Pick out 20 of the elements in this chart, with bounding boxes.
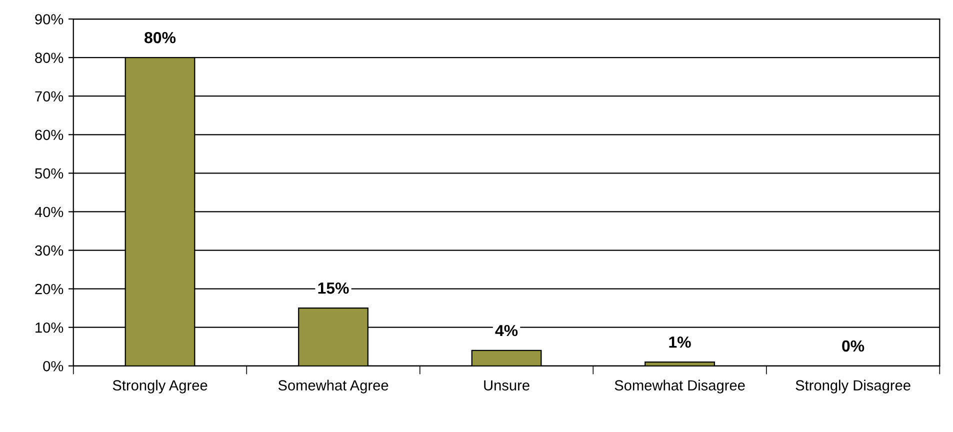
data-label: 1% bbox=[669, 336, 691, 348]
y-tick-label: 0% bbox=[43, 361, 64, 372]
data-label: 15% bbox=[318, 282, 349, 294]
y-tick-label: 20% bbox=[35, 284, 64, 294]
y-tick-label: 40% bbox=[34, 206, 64, 218]
x-tick-label: Unsure bbox=[484, 380, 530, 391]
y-tick-label: 70% bbox=[35, 91, 64, 102]
x-tick-label: Somewhat Disagree bbox=[614, 380, 745, 394]
y-tick-label: 30% bbox=[35, 245, 64, 256]
data-label: 0% bbox=[842, 340, 864, 352]
y-tick-label: 80% bbox=[35, 52, 64, 63]
data-label: 4% bbox=[495, 324, 518, 336]
y-tick-label: 50% bbox=[35, 168, 64, 179]
y-tick-label: 60% bbox=[35, 130, 64, 140]
x-tick-label: Strongly Agree bbox=[112, 380, 208, 394]
x-tick-label: Somewhat Agree bbox=[278, 380, 388, 394]
data-label: 80% bbox=[144, 32, 176, 44]
y-tick-label: 10% bbox=[36, 322, 64, 333]
x-tick-label: Strongly Disagree bbox=[796, 380, 910, 394]
y-tick-label: 90% bbox=[35, 14, 64, 24]
